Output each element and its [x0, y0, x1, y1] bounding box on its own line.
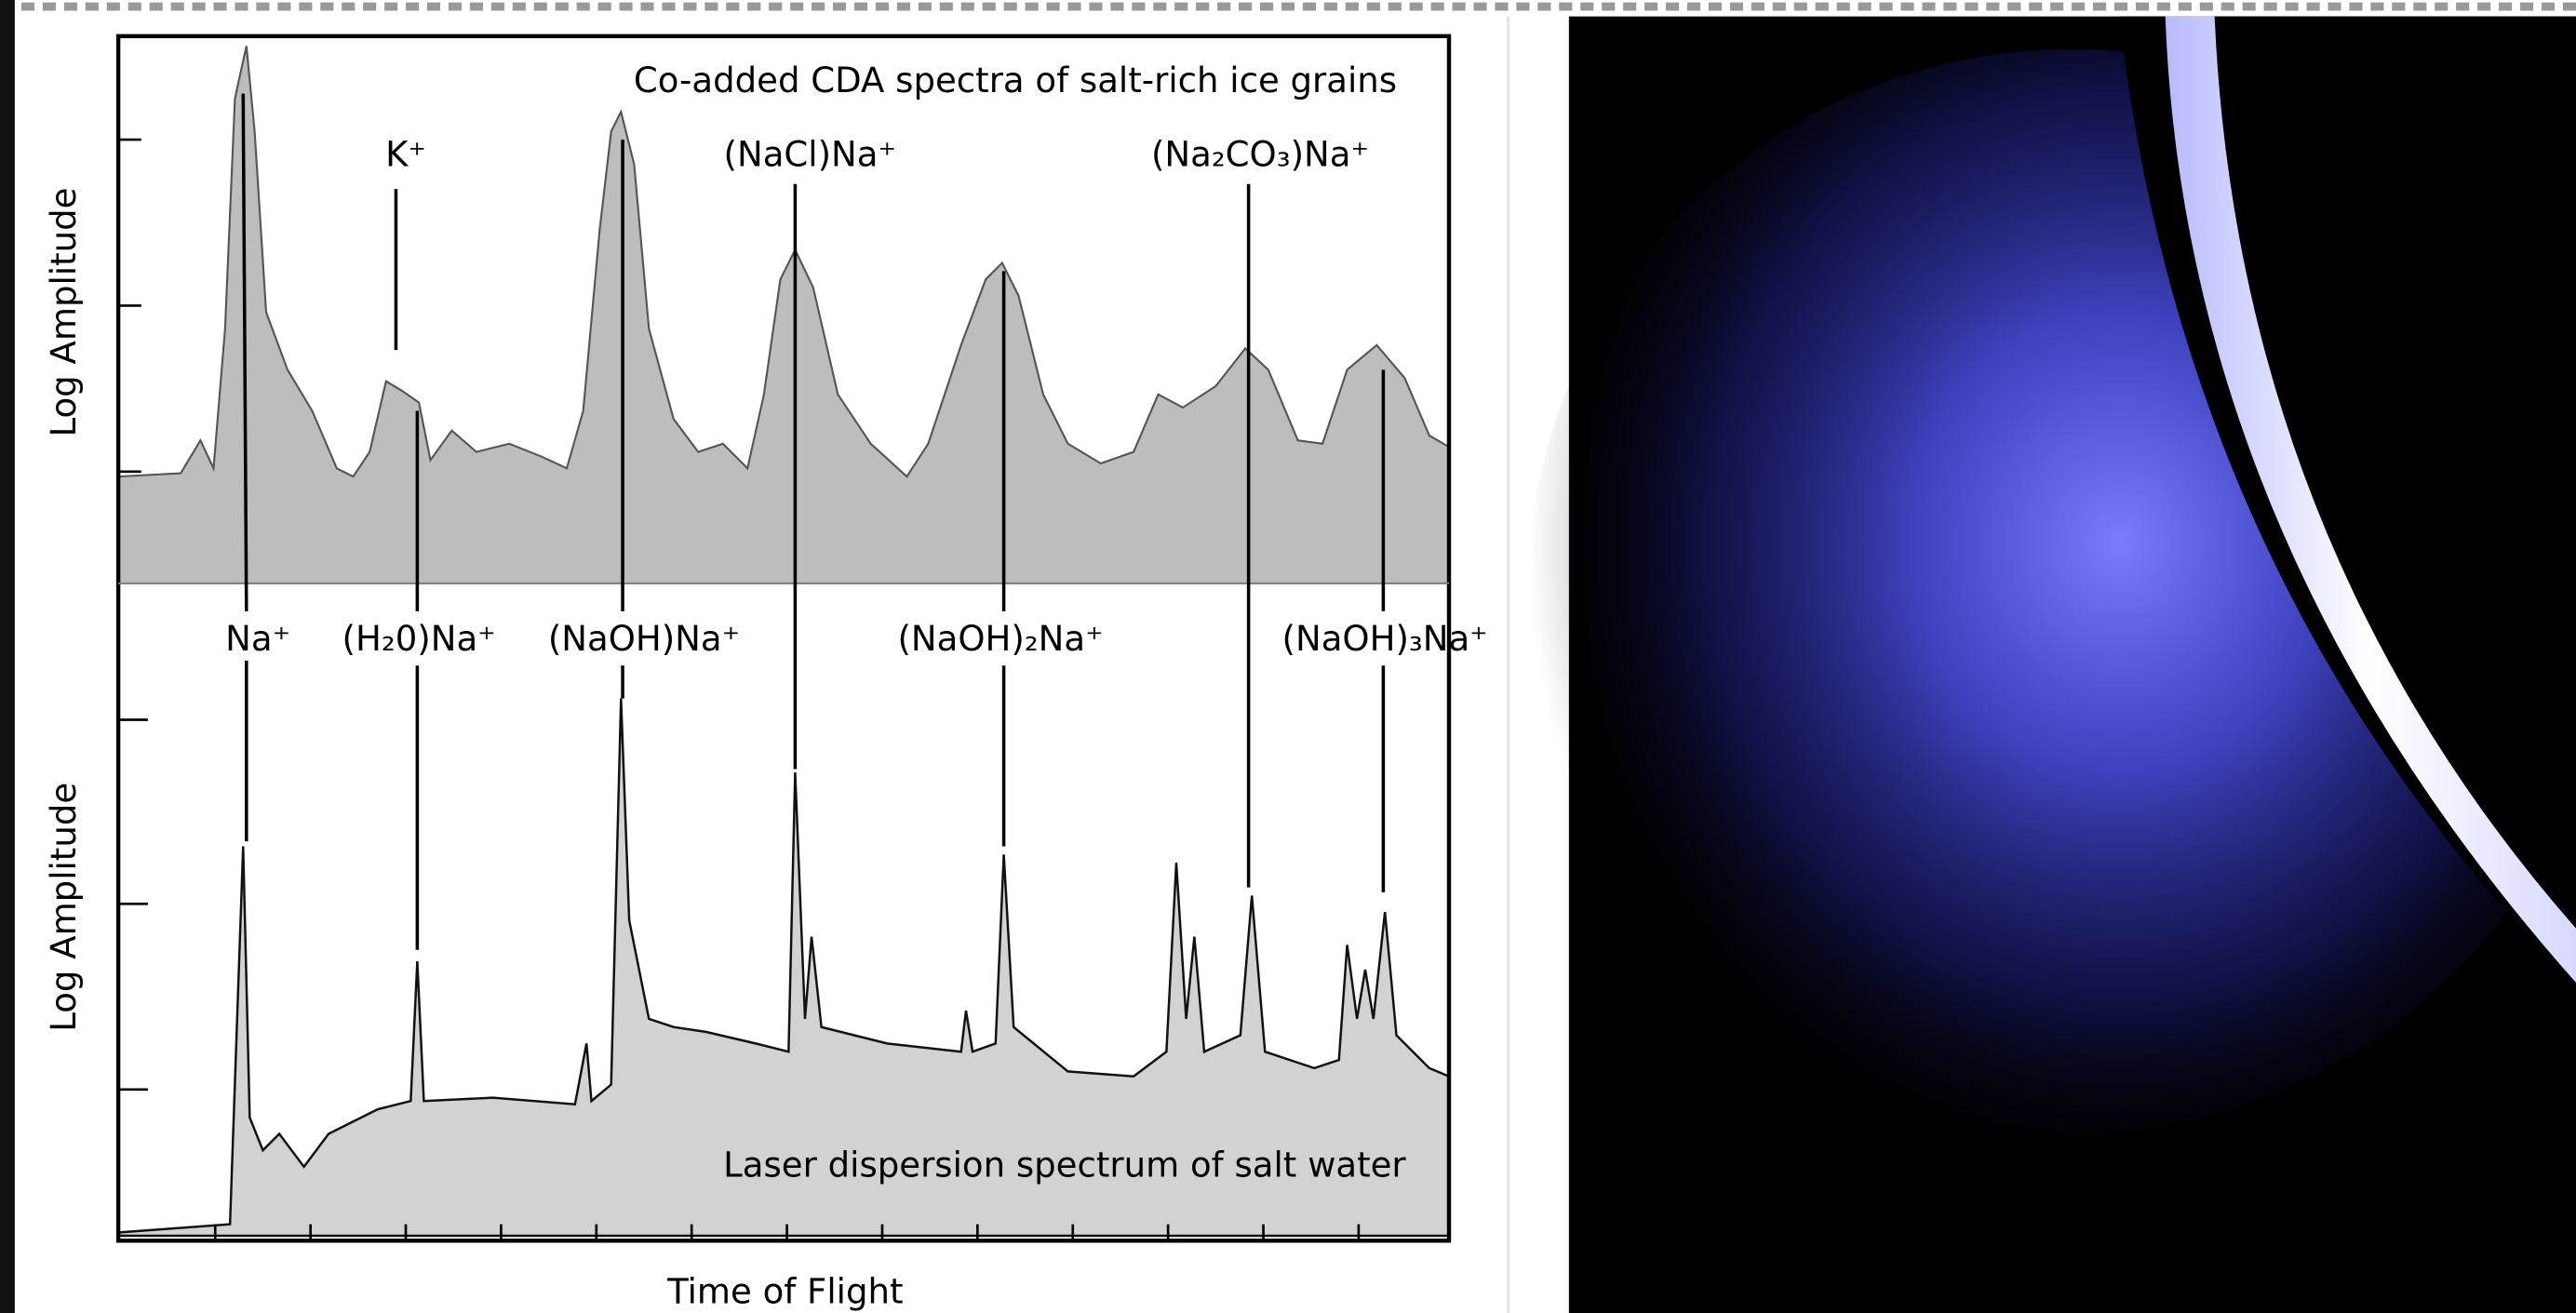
x-ticks — [118, 138, 1361, 1241]
bottom-panel-title: Laser dispersion spectrum of salt water — [723, 1145, 1406, 1185]
x-axis-label: Time of Flight — [666, 1271, 903, 1311]
plume-photo — [1527, 16, 2576, 1313]
left-edge — [0, 0, 15, 1313]
peak-label: (Na₂CO₃)Na⁺ — [1151, 134, 1369, 174]
plot-frame — [115, 33, 1452, 1243]
peak-label: (NaOH)₃Na⁺ — [1282, 619, 1488, 659]
y-axis-label: Log Amplitude — [44, 783, 84, 1032]
peak-label: (H₂0)Na⁺ — [342, 619, 496, 659]
cda-spectrum — [117, 46, 1451, 584]
peak-label: (NaOH)Na⁺ — [548, 619, 740, 659]
y-axis-label: Log Amplitude — [44, 188, 84, 437]
peak-label: K⁺ — [385, 134, 426, 174]
peak-lines — [241, 93, 1386, 950]
peak-label: Na⁺ — [225, 619, 290, 659]
peak-label: (NaOH)₂Na⁺ — [897, 619, 1103, 659]
laser-spectrum — [116, 698, 1451, 1238]
top-panel-title: Co-added CDA spectra of salt-rich ice gr… — [634, 60, 1397, 100]
peak-label: (NaCl)Na⁺ — [724, 134, 896, 174]
